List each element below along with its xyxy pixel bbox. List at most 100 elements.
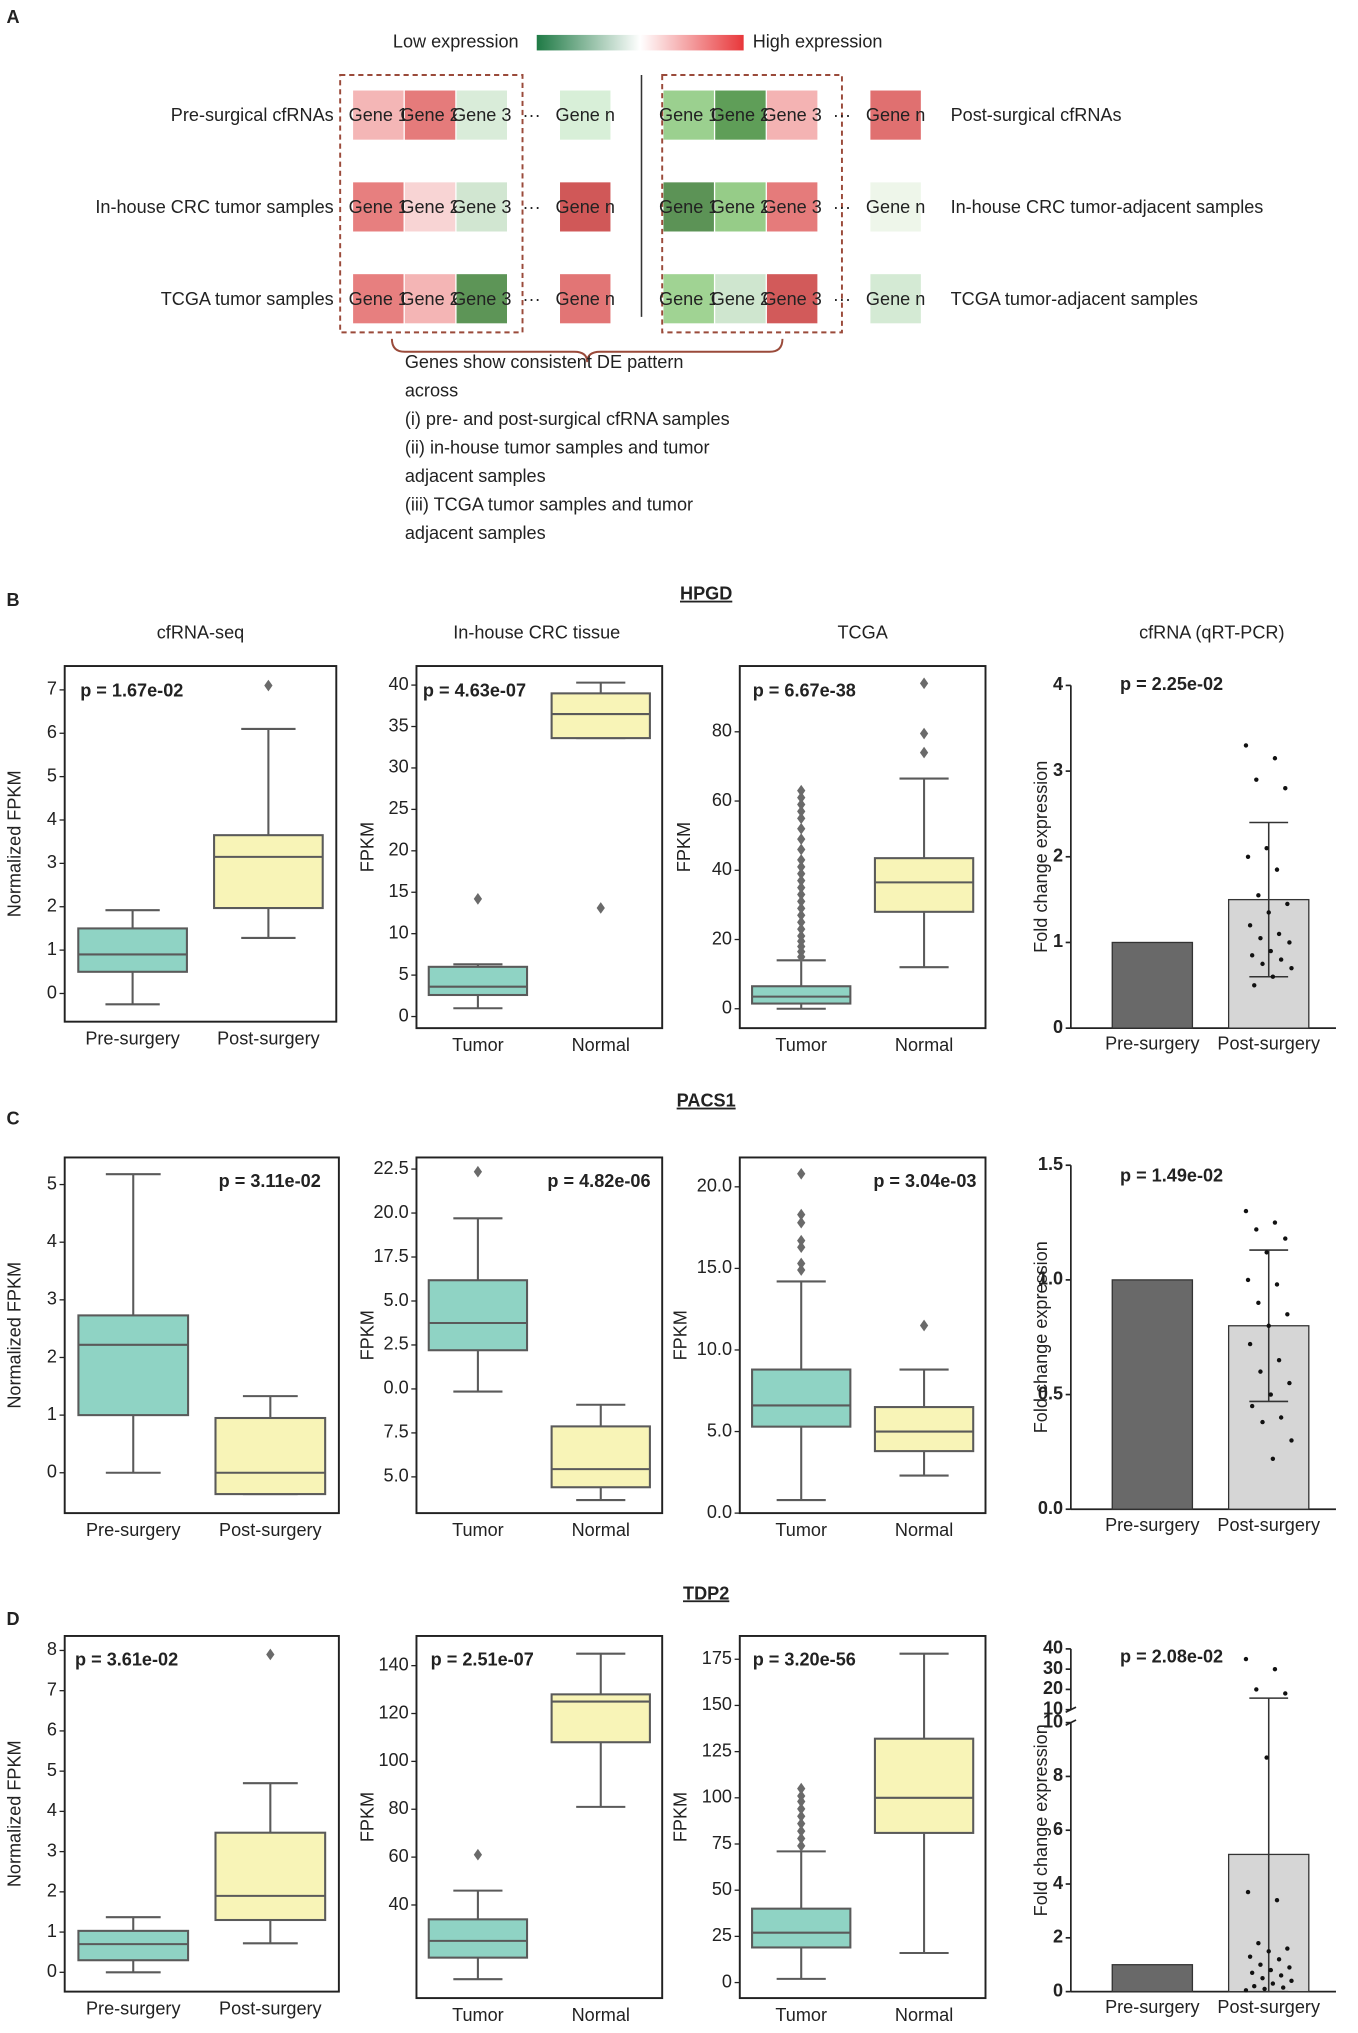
box — [214, 1831, 327, 1922]
data-point — [1256, 893, 1261, 898]
y-tick-label: 0 — [399, 1005, 409, 1025]
y-tick-label: 0 — [47, 1961, 57, 1981]
data-point — [1266, 1323, 1271, 1328]
y-tick-label: 40 — [389, 674, 409, 694]
p-value: p = 3.20e-56 — [753, 1649, 856, 1669]
box — [550, 1425, 651, 1489]
y-tick-label: 8 — [47, 1639, 57, 1659]
data-point — [1285, 901, 1290, 907]
bar — [1111, 1964, 1194, 1993]
column-title: cfRNA-seq — [157, 622, 244, 642]
y-tick-label: 10 — [1043, 1711, 1063, 1731]
gene-cell — [870, 182, 921, 232]
panel-label: C — [7, 1109, 20, 1129]
gene-label: Gene 1 — [349, 289, 408, 309]
legend-low: Low expression — [393, 31, 519, 51]
data-point — [1274, 1282, 1280, 1287]
y-axis-label: Fold change expression — [1031, 761, 1051, 953]
y-tick-label: 1 — [47, 939, 57, 959]
y-tick-label: 15 — [389, 881, 409, 901]
data-point — [1256, 1300, 1261, 1306]
y-tick-label: 0.0 — [384, 1378, 409, 1398]
data-point — [1285, 1312, 1290, 1317]
data-point — [1274, 867, 1280, 872]
x-tick-label: Tumor — [452, 2005, 504, 2025]
y-tick-label: 20 — [712, 928, 732, 948]
y-tick-label: 0 — [722, 1971, 732, 1991]
gene-cell — [456, 182, 507, 232]
y-tick-label: 2 — [47, 1881, 57, 1901]
y-tick-label: 7.5 — [384, 1422, 409, 1442]
gene-label: Gene 1 — [659, 289, 718, 309]
y-tick-label: 4 — [1053, 1873, 1063, 1893]
box — [427, 965, 529, 997]
gene-label: Gene 2 — [711, 197, 770, 217]
flier — [797, 791, 806, 804]
flier — [797, 1216, 806, 1229]
y-tick-label: 150 — [702, 1694, 732, 1714]
gene-label: Gene 1 — [659, 105, 718, 125]
data-point — [1287, 940, 1292, 945]
gene-label: Gene 3 — [452, 197, 511, 217]
gene-label: Gene 2 — [711, 105, 770, 125]
gene-cell — [404, 90, 456, 140]
box — [77, 927, 188, 973]
y-tick-label: 6 — [47, 722, 57, 742]
y-tick-label: 175 — [702, 1648, 732, 1668]
flier — [266, 1648, 275, 1661]
data-point — [1243, 1988, 1249, 1993]
gene-label: Gene 2 — [711, 289, 770, 309]
box — [550, 692, 651, 740]
y-tick-label: 5.0 — [384, 1466, 409, 1486]
box — [751, 1368, 852, 1428]
y-axis-label: FPKM — [674, 822, 694, 872]
data-point — [1278, 957, 1284, 962]
data-point — [1249, 1970, 1255, 1975]
flier — [797, 881, 806, 894]
y-tick-label: 0.0 — [1038, 1498, 1063, 1518]
plot-frame — [415, 1156, 664, 1515]
x-tick-label: Tumor — [775, 1520, 827, 1540]
x-tick-label: Pre-surgery — [1105, 1515, 1200, 1535]
panel-label: B — [7, 590, 20, 610]
row-label: In-house CRC tumor-adjacent samples — [951, 197, 1264, 217]
data-point — [1256, 1940, 1261, 1946]
gene-cell — [766, 274, 818, 324]
flier — [797, 1825, 806, 1837]
y-tick-label: 2 — [1053, 1927, 1063, 1947]
box — [873, 857, 975, 913]
y-tick-label: 60 — [389, 1846, 409, 1866]
box — [873, 1737, 975, 1834]
data-point — [1283, 1691, 1288, 1696]
note-line: Genes show consistent DE pattern — [405, 352, 684, 372]
dashed-box — [339, 74, 524, 334]
box — [427, 1279, 529, 1352]
y-tick-label: 2 — [47, 1346, 57, 1366]
gene-label: Gene n — [556, 105, 615, 125]
gene-label: Gene n — [556, 197, 615, 217]
data-point — [1270, 1981, 1276, 1986]
data-point — [1258, 1962, 1263, 1967]
gene-title: TDP2 — [683, 1583, 729, 1603]
flier — [797, 854, 806, 866]
y-tick-label: 7 — [47, 1679, 57, 1699]
x-tick-label: Post-surgery — [1217, 1997, 1321, 2017]
data-point — [1264, 846, 1269, 851]
plot-frame — [63, 665, 338, 1023]
flier — [797, 930, 806, 942]
note-line: across — [405, 381, 458, 401]
flier — [919, 677, 929, 690]
x-tick-label: Normal — [895, 1035, 953, 1055]
flier — [797, 1832, 806, 1845]
data-point — [1270, 1456, 1276, 1461]
flier — [797, 784, 806, 797]
x-tick-label: Pre-surgery — [1105, 1034, 1200, 1054]
flier — [473, 1848, 483, 1861]
y-tick-label: 7 — [47, 679, 57, 699]
box — [873, 1406, 975, 1453]
data-point — [1260, 961, 1265, 967]
data-point — [1249, 1403, 1255, 1409]
data-point — [1245, 854, 1251, 859]
ellipsis: ··· — [833, 289, 851, 309]
data-point — [1252, 983, 1257, 988]
